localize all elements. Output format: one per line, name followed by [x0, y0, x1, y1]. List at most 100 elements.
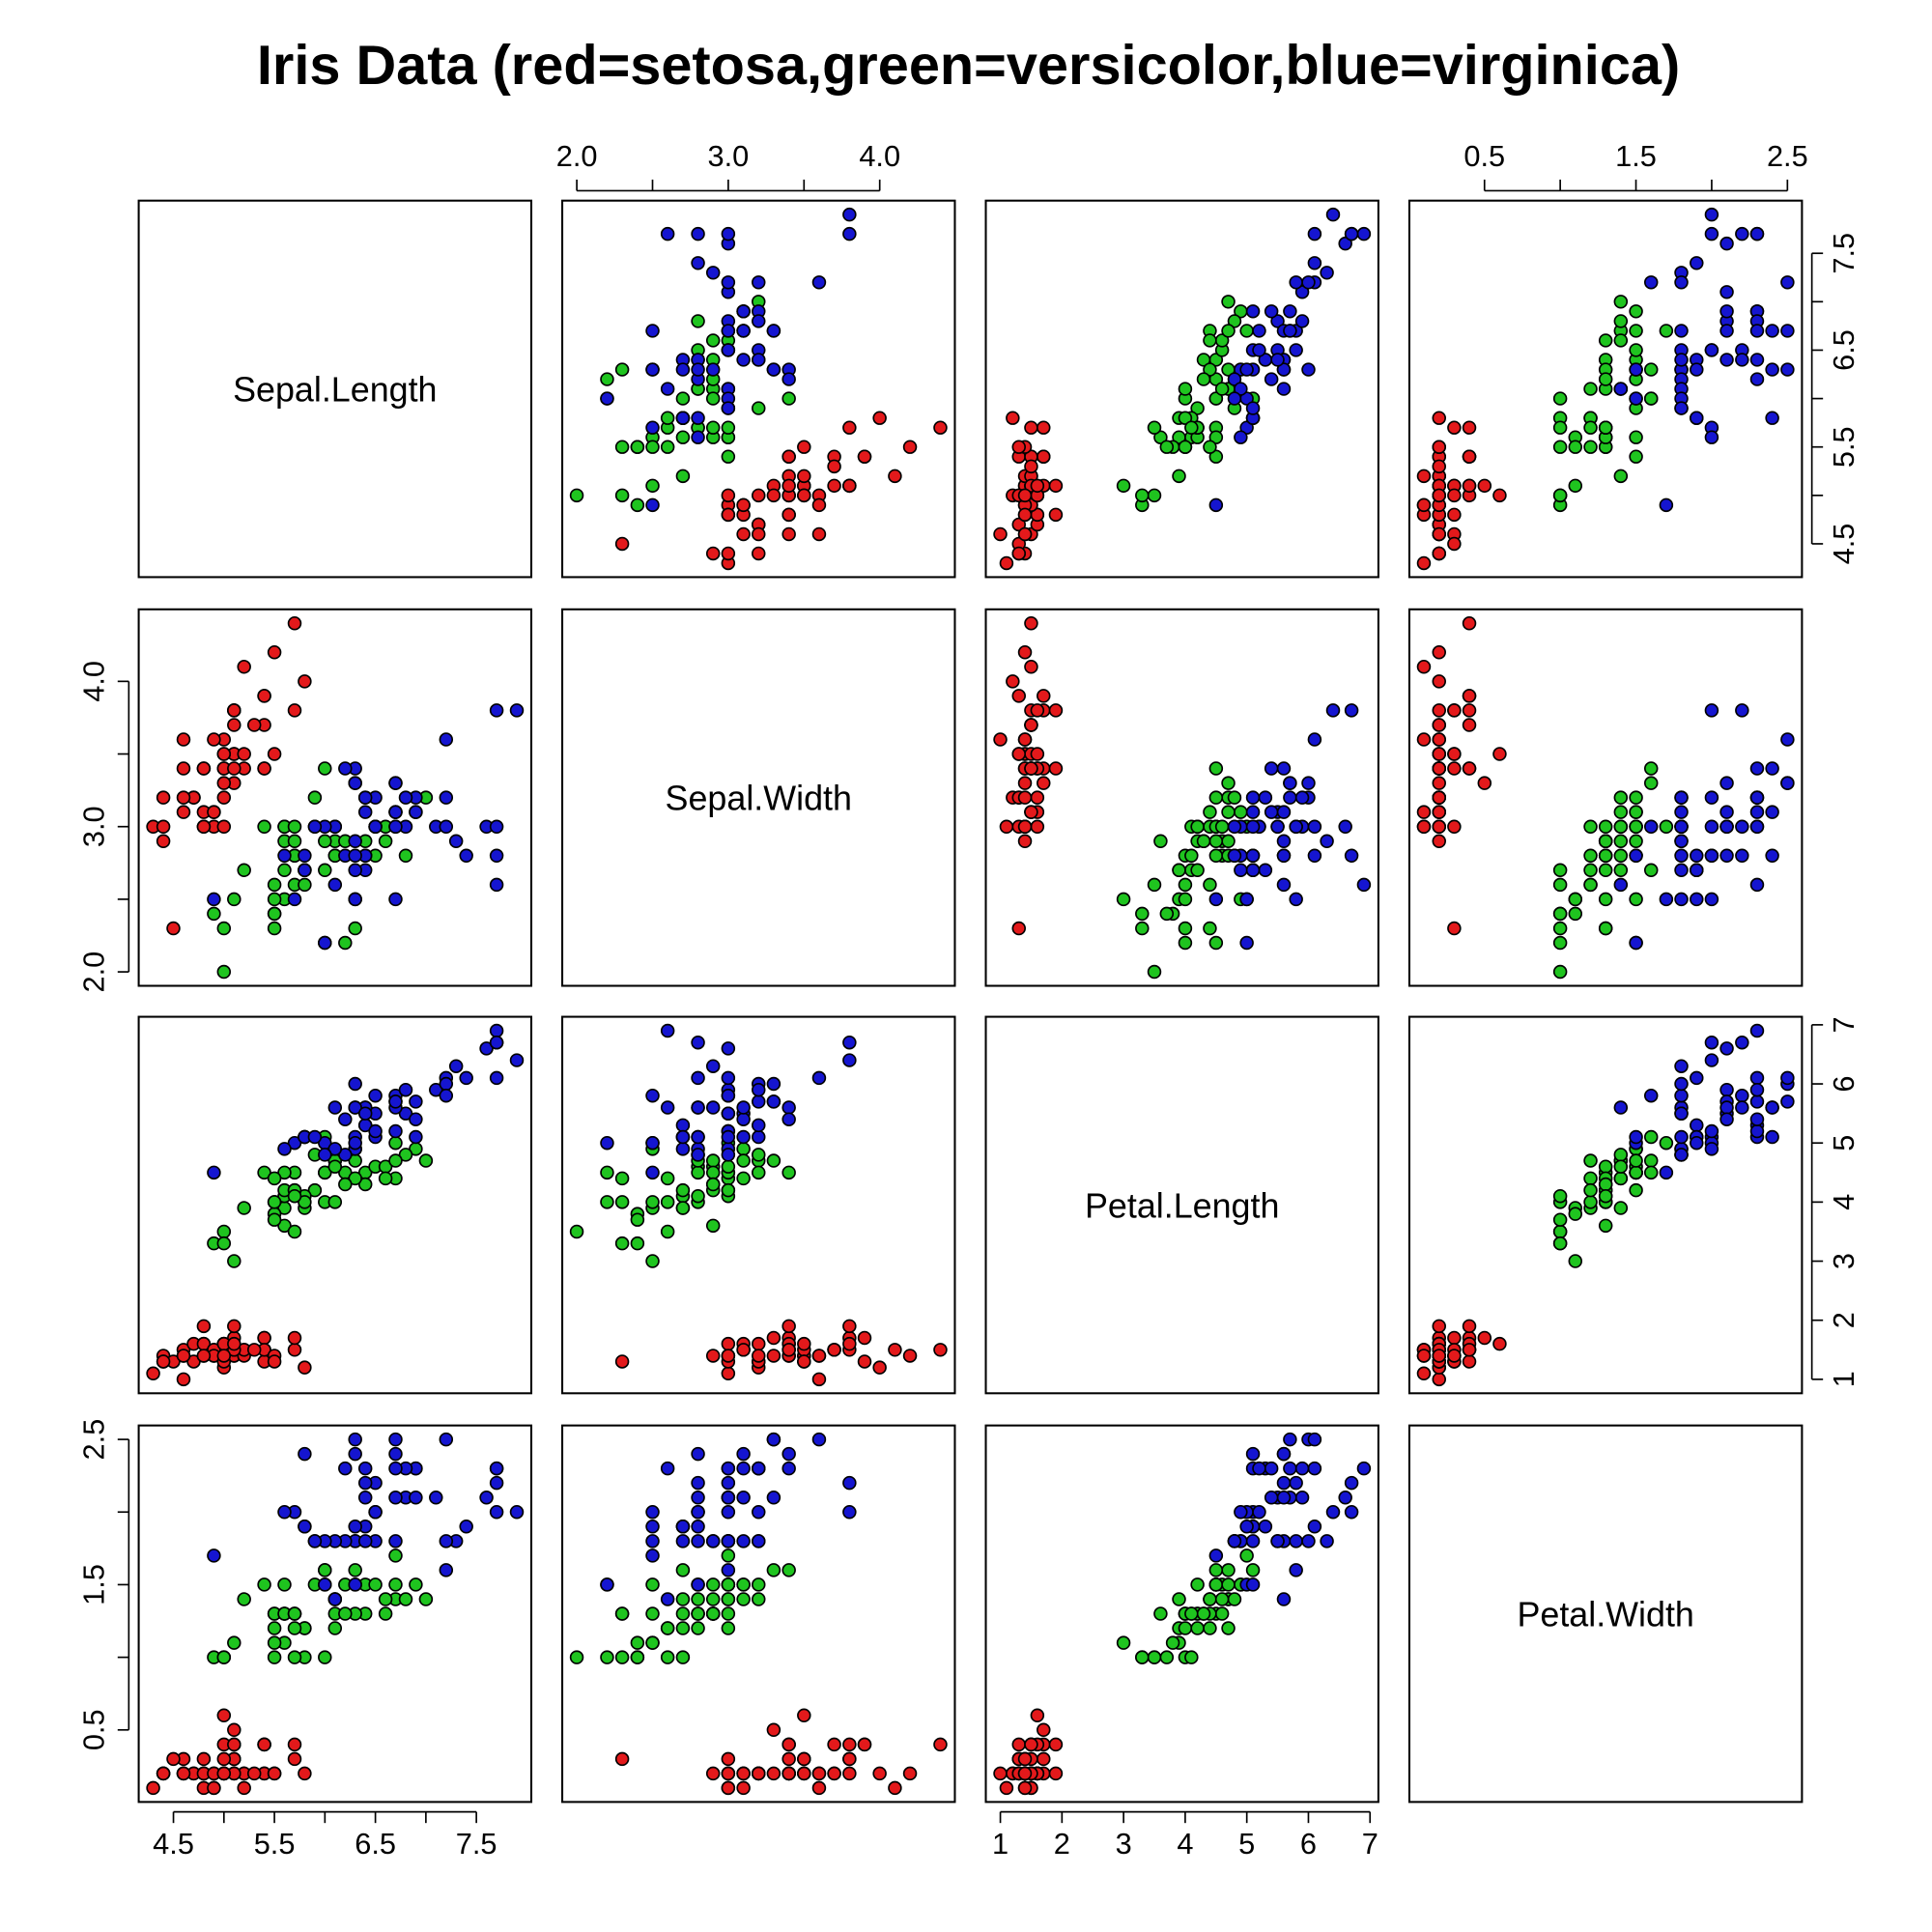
- point-setosa: [1447, 536, 1462, 552]
- point-versicolor: [1208, 848, 1224, 864]
- tick-label: 7.5: [1827, 233, 1861, 274]
- point-setosa: [1432, 703, 1446, 718]
- point-setosa: [1432, 805, 1446, 819]
- point-versicolor: [287, 1650, 302, 1664]
- point-virginica: [429, 1491, 443, 1505]
- point-versicolor: [705, 1165, 721, 1180]
- tick-label: 6: [1300, 1827, 1317, 1861]
- point-virginica: [1264, 1491, 1279, 1505]
- point-setosa: [267, 645, 282, 660]
- point-versicolor: [267, 1621, 282, 1635]
- point-virginica: [1227, 819, 1242, 835]
- point-setosa: [227, 1319, 242, 1334]
- point-setosa: [207, 732, 221, 747]
- point-virginica: [388, 805, 403, 819]
- point-setosa: [1447, 703, 1462, 718]
- tick-label: 4: [1827, 1194, 1861, 1210]
- point-versicolor: [1178, 382, 1193, 396]
- point-versicolor: [1184, 848, 1199, 864]
- point-versicolor: [1147, 964, 1162, 980]
- point-versicolor: [660, 1224, 675, 1239]
- point-versicolor: [257, 1165, 271, 1180]
- point-virginica: [1719, 304, 1734, 319]
- point-virginica: [842, 1053, 857, 1067]
- variable-label: Petal.Length: [1085, 1186, 1279, 1225]
- point-virginica: [277, 1142, 292, 1156]
- point-setosa: [1447, 507, 1462, 523]
- point-virginica: [691, 1491, 705, 1505]
- point-setosa: [993, 1766, 1008, 1781]
- point-setosa: [1447, 761, 1462, 776]
- point-virginica: [327, 1100, 343, 1115]
- point-virginica: [1719, 1100, 1734, 1115]
- point-virginica: [1325, 1505, 1341, 1520]
- point-virginica: [439, 1432, 454, 1447]
- point-virginica: [1276, 1475, 1292, 1491]
- point-virginica: [1643, 1088, 1659, 1103]
- point-virginica: [409, 805, 423, 819]
- point-setosa: [298, 1360, 312, 1375]
- point-virginica: [1613, 877, 1629, 893]
- point-versicolor: [1203, 1621, 1217, 1635]
- point-versicolor: [691, 314, 705, 328]
- point-versicolor: [1159, 906, 1175, 922]
- point-versicolor: [216, 964, 232, 980]
- point-virginica: [1704, 1035, 1719, 1050]
- point-virginica: [509, 703, 525, 718]
- point-versicolor: [1613, 819, 1629, 835]
- point-versicolor: [1552, 488, 1568, 503]
- point-versicolor: [318, 761, 332, 776]
- point-virginica: [1674, 805, 1689, 819]
- point-virginica: [705, 1100, 721, 1115]
- point-versicolor: [675, 1592, 691, 1606]
- point-versicolor: [1190, 1621, 1205, 1635]
- point-versicolor: [1583, 420, 1598, 435]
- point-versicolor: [307, 1182, 323, 1198]
- point-virginica: [1307, 1520, 1322, 1534]
- point-virginica: [736, 1100, 751, 1115]
- point-virginica: [736, 1534, 751, 1548]
- point-versicolor: [736, 1592, 751, 1606]
- point-virginica: [409, 1491, 423, 1505]
- point-virginica: [307, 819, 323, 835]
- point-setosa: [1048, 761, 1064, 776]
- point-versicolor: [1613, 1159, 1629, 1174]
- panel-Petal.Length-vs-Petal.Width: [1407, 1015, 1804, 1395]
- point-setosa: [872, 1766, 887, 1781]
- point-virginica: [429, 1082, 443, 1097]
- point-setosa: [216, 1708, 232, 1723]
- point-versicolor: [216, 1236, 232, 1251]
- point-virginica: [1719, 805, 1734, 819]
- point-versicolor: [1629, 449, 1643, 464]
- point-virginica: [1338, 819, 1352, 835]
- point-versicolor: [1552, 921, 1568, 936]
- point-virginica: [721, 1534, 736, 1548]
- point-setosa: [1037, 420, 1051, 435]
- point-virginica: [1276, 362, 1292, 377]
- tick-label: 4.0: [859, 139, 900, 173]
- point-virginica: [1245, 848, 1261, 864]
- point-virginica: [327, 1142, 343, 1156]
- point-virginica: [1264, 1461, 1279, 1476]
- point-versicolor: [287, 819, 302, 835]
- point-versicolor: [1552, 935, 1568, 951]
- point-virginica: [318, 1148, 332, 1162]
- point-versicolor: [705, 333, 721, 348]
- point-setosa: [736, 526, 751, 542]
- point-virginica: [1270, 314, 1285, 328]
- point-versicolor: [614, 1195, 630, 1209]
- point-virginica: [752, 1094, 766, 1109]
- point-versicolor: [569, 488, 584, 503]
- panel-Petal.Length-vs-Petal.Length: [984, 1015, 1379, 1395]
- point-virginica: [338, 1148, 353, 1162]
- point-setosa: [1011, 1737, 1026, 1752]
- point-virginica: [1307, 819, 1322, 835]
- point-virginica: [207, 892, 221, 907]
- tick-label: 5: [1827, 1135, 1861, 1151]
- point-versicolor: [1598, 1159, 1613, 1174]
- point-setosa: [146, 1780, 160, 1796]
- tick-label: 4.5: [1827, 524, 1861, 565]
- point-versicolor: [237, 1592, 251, 1606]
- point-virginica: [1704, 226, 1719, 242]
